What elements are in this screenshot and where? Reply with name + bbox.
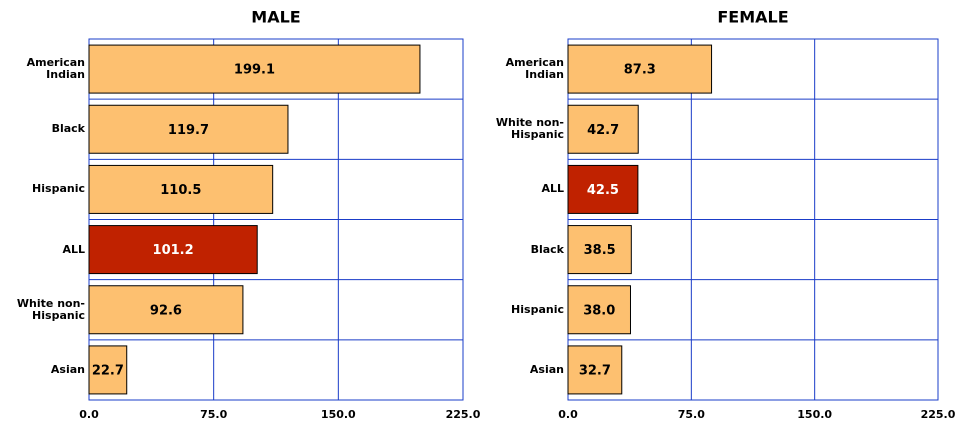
value-label: 32.7 — [579, 363, 611, 378]
category-label: White non-Hispanic — [495, 116, 564, 142]
value-label: 22.7 — [92, 363, 124, 378]
category-label: Asian — [529, 362, 564, 376]
category-label: ALL — [541, 182, 564, 196]
category-label: Hispanic — [511, 302, 564, 316]
value-label: 101.2 — [153, 243, 194, 258]
bar — [88, 285, 244, 335]
bar — [567, 225, 632, 275]
value-label: 199.1 — [234, 63, 275, 78]
category-label: Asian — [50, 362, 85, 376]
category-label: White non-Hispanic — [16, 296, 85, 322]
plot-frame — [567, 38, 939, 401]
value-label: 92.6 — [150, 303, 182, 318]
bar — [567, 285, 631, 335]
value-label: 87.3 — [624, 63, 656, 78]
value-label: 38.5 — [584, 243, 616, 258]
x-tick-label: 225.0 — [921, 408, 956, 421]
category-label: ALL — [62, 242, 85, 256]
value-label: 42.5 — [587, 183, 619, 198]
chart-title: FEMALE — [717, 8, 788, 27]
bar — [567, 164, 639, 214]
x-tick-label: 150.0 — [321, 408, 356, 421]
value-label: 38.0 — [583, 303, 615, 318]
value-label: 110.5 — [160, 183, 201, 198]
category-label: Black — [530, 242, 564, 256]
x-tick-label: 225.0 — [446, 408, 481, 421]
x-tick-label: 0.0 — [558, 408, 578, 421]
bar — [567, 44, 713, 94]
bar — [88, 164, 274, 214]
category-label: American Indian — [505, 56, 564, 82]
bar — [88, 44, 421, 94]
category-label: Hispanic — [32, 182, 85, 196]
bar — [567, 104, 639, 154]
x-tick-label: 75.0 — [200, 408, 227, 421]
x-tick-label: 150.0 — [797, 408, 832, 421]
bar — [88, 104, 289, 154]
category-label: American Indian — [26, 56, 85, 82]
plot-frame — [88, 38, 464, 401]
bar — [567, 345, 623, 395]
chart-title: MALE — [251, 8, 300, 27]
value-label: 119.7 — [168, 123, 209, 138]
category-label: Black — [51, 122, 85, 136]
x-tick-label: 75.0 — [678, 408, 705, 421]
x-tick-label: 0.0 — [79, 408, 99, 421]
bar — [88, 345, 128, 395]
bar — [88, 225, 258, 275]
value-label: 42.7 — [587, 123, 619, 138]
